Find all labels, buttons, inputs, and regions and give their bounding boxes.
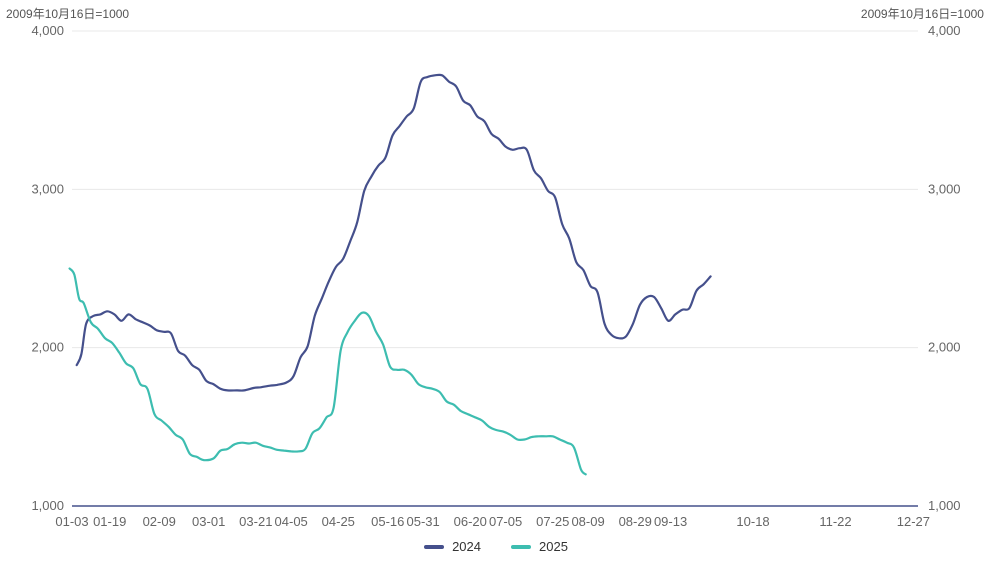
legend-label-2024: 2024 [452,539,481,554]
x-tick-label: 07-05 [489,514,522,529]
y-tick-label-right: 2,000 [928,340,961,355]
x-tick-label: 04-25 [322,514,355,529]
x-tick-label: 09-13 [654,514,687,529]
legend-item-2025[interactable]: 2025 [511,539,568,554]
x-tick-label: 08-09 [571,514,604,529]
series-line-2024 [75,73,712,392]
x-tick-label: 10-18 [736,514,769,529]
y-tick-label-left: 4,000 [31,23,64,38]
chart-legend: 2024 2025 [0,539,992,554]
x-tick-label: 12-27 [897,514,930,529]
legend-item-2024[interactable]: 2024 [424,539,481,554]
x-tick-label: 03-01 [192,514,225,529]
x-tick-label: 08-29 [619,514,652,529]
x-tick-label: 05-31 [407,514,440,529]
y-tick-label-left: 1,000 [31,498,64,513]
x-tick-label: 07-25 [536,514,569,529]
y-tick-label-left: 2,000 [31,340,64,355]
legend-label-2025: 2025 [539,539,568,554]
x-tick-label: 04-05 [275,514,308,529]
right-axis-unit-label: 2009年10月16日=1000 [860,7,984,21]
legend-swatch-2025 [511,544,531,549]
x-tick-label: 06-20 [454,514,487,529]
legend-swatch-2024 [424,544,445,549]
x-tick-label: 02-09 [143,514,176,529]
left-axis-unit-label: 2009年10月16日=1000 [6,7,130,21]
y-tick-label-left: 3,000 [31,181,64,196]
y-tick-label-right: 1,000 [928,498,961,513]
x-tick-label: 05-16 [371,514,404,529]
x-tick-label: 11-22 [819,514,851,529]
y-tick-label-right: 4,000 [928,23,961,38]
x-tick-label: 03-21 [239,514,272,529]
x-tick-label: 01-19 [93,514,126,529]
y-tick-label-right: 3,000 [928,181,961,196]
series-line-2025 [68,267,587,476]
x-tick-label: 01-03 [55,514,88,529]
